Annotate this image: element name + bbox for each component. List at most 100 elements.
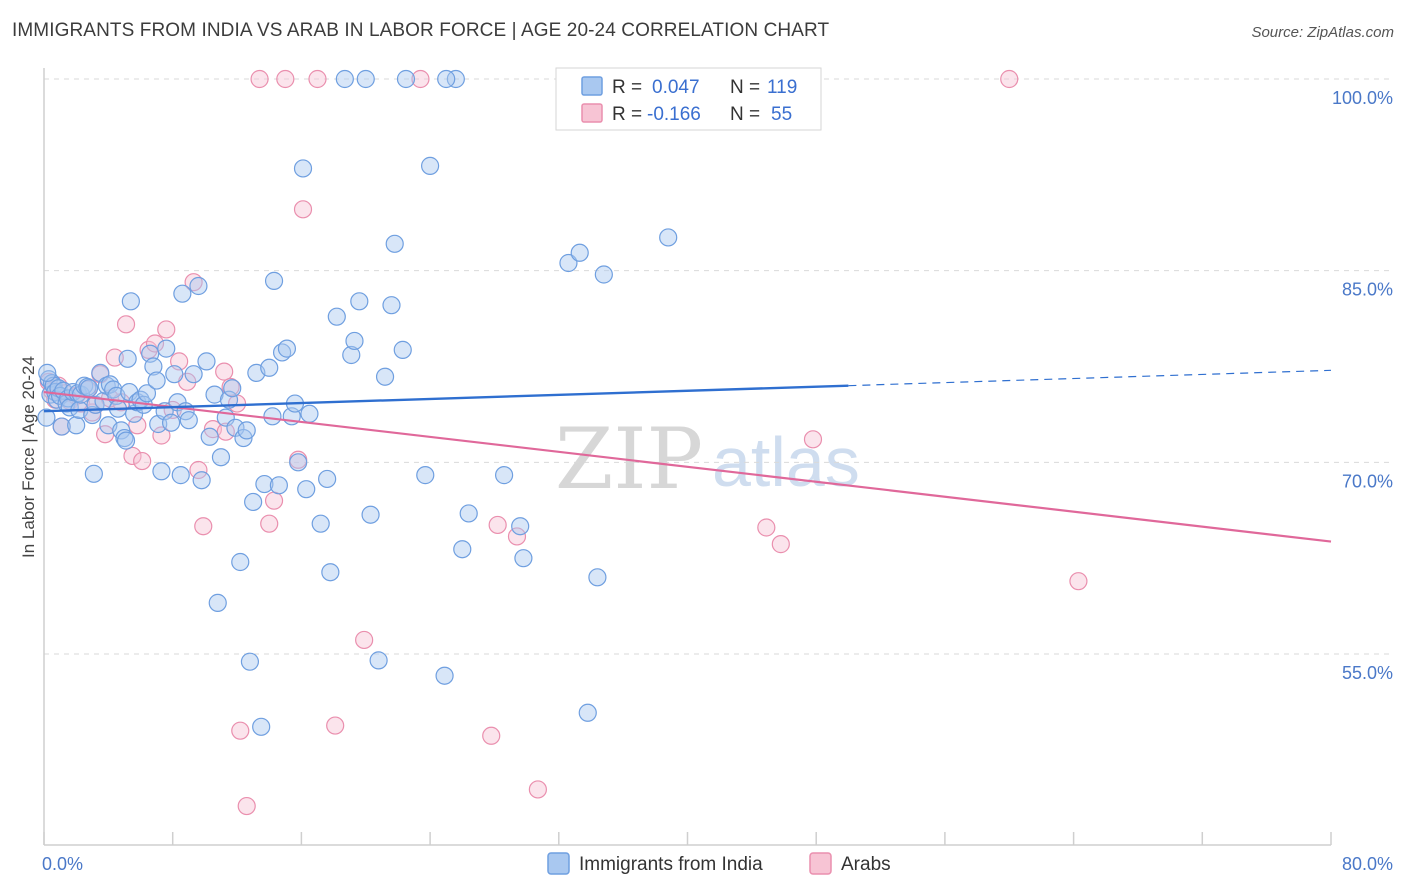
x-tick-label-max: 80.0% bbox=[1342, 854, 1393, 874]
trend-line-india bbox=[43, 384, 849, 413]
india-point-69 bbox=[231, 552, 250, 572]
india-point-91 bbox=[321, 563, 340, 582]
india-point-44 bbox=[144, 357, 163, 376]
legend-swatch-arab bbox=[581, 103, 603, 123]
legend-r-label-arab: R = bbox=[612, 104, 642, 125]
india-point-20 bbox=[79, 379, 99, 398]
india-point-121 bbox=[38, 363, 57, 382]
india-point-96 bbox=[350, 292, 369, 311]
source-label: Source: ZipAtlas.com bbox=[1251, 24, 1394, 41]
india-point-86 bbox=[293, 159, 313, 178]
arab-point-22 bbox=[145, 334, 165, 353]
india-point-111 bbox=[514, 549, 533, 568]
series-legend: Immigrants from India Arabs bbox=[547, 852, 891, 875]
india-point-14 bbox=[67, 416, 86, 435]
india-point-57 bbox=[184, 365, 203, 384]
india-point-108 bbox=[459, 504, 478, 523]
y-tick-label-3: 55.0% bbox=[1342, 663, 1393, 683]
legend-n-label-arab: N = bbox=[730, 104, 760, 125]
india-point-73 bbox=[244, 492, 263, 512]
india-point-71 bbox=[237, 421, 256, 440]
india-point-79 bbox=[264, 271, 284, 290]
india-point-78 bbox=[263, 407, 282, 426]
india-point-37 bbox=[121, 292, 140, 311]
india-point-8 bbox=[52, 417, 71, 436]
arab-point-42 bbox=[308, 69, 327, 89]
india-point-34 bbox=[116, 431, 136, 450]
trend-line-arab bbox=[43, 390, 1332, 543]
arab-point-45 bbox=[411, 69, 430, 89]
arab-point-36 bbox=[237, 796, 256, 816]
india-point-116 bbox=[594, 265, 613, 284]
arab-point-19 bbox=[128, 416, 147, 435]
india-point-50 bbox=[161, 413, 181, 432]
arab-point-43 bbox=[326, 716, 345, 735]
india-point-54 bbox=[173, 284, 192, 303]
india-point-98 bbox=[369, 651, 388, 670]
arab-point-40 bbox=[276, 69, 295, 89]
arab-point-54 bbox=[803, 430, 823, 449]
india-point-104 bbox=[421, 156, 440, 175]
india-point-120 bbox=[437, 69, 456, 89]
india-point-56 bbox=[179, 411, 198, 430]
y-tick-label-0: 100.0% bbox=[1332, 88, 1393, 108]
india-point-77 bbox=[260, 358, 279, 377]
india-point-42 bbox=[137, 384, 157, 403]
arab-point-53 bbox=[771, 535, 790, 554]
arab-point-58 bbox=[216, 422, 235, 441]
india-point-88 bbox=[300, 404, 319, 423]
arab-point-37 bbox=[250, 69, 269, 89]
india-point-28 bbox=[100, 375, 120, 394]
watermark: ZIP atlas bbox=[555, 410, 860, 508]
chart-title: IMMIGRANTS FROM INDIA VS ARAB IN LABOR F… bbox=[12, 20, 830, 41]
arab-point-35 bbox=[231, 721, 250, 740]
india-point-114 bbox=[578, 703, 597, 722]
india-point-110 bbox=[511, 517, 530, 536]
india-point-58 bbox=[189, 276, 208, 296]
india-point-106 bbox=[446, 69, 465, 89]
india-point-75 bbox=[252, 717, 271, 736]
india-point-49 bbox=[157, 339, 176, 358]
arab-point-18 bbox=[123, 446, 142, 466]
arab-point-15 bbox=[105, 348, 124, 367]
india-point-103 bbox=[416, 466, 435, 485]
india-point-59 bbox=[192, 471, 211, 490]
india-point-113 bbox=[570, 243, 589, 262]
india-point-72 bbox=[240, 652, 260, 671]
legend-r-label-india: R = bbox=[612, 77, 642, 98]
legend-r-value-arab: -0.166 bbox=[647, 104, 701, 125]
arab-point-20 bbox=[133, 451, 152, 471]
india-point-99 bbox=[375, 367, 395, 386]
india-point-117 bbox=[659, 228, 678, 247]
india-point-97 bbox=[361, 505, 380, 524]
y-tick-labels: 100.0% 85.0% 70.0% 55.0% bbox=[1332, 88, 1393, 683]
bottom-legend-label-india: Immigrants from India bbox=[579, 854, 763, 875]
trend-line-india-extension bbox=[848, 369, 1332, 387]
india-point-92 bbox=[327, 307, 346, 326]
india-point-90 bbox=[318, 469, 337, 489]
india-point-51 bbox=[165, 365, 184, 384]
india-point-101 bbox=[385, 234, 404, 253]
india-point-63 bbox=[208, 593, 227, 612]
india-point-87 bbox=[297, 480, 316, 499]
arab-point-23 bbox=[152, 426, 171, 445]
arab-point-17 bbox=[116, 315, 136, 334]
bottom-legend-label-arab: Arabs bbox=[841, 854, 891, 875]
india-point-67 bbox=[223, 379, 242, 398]
y-tick-label-1: 85.0% bbox=[1342, 280, 1393, 300]
india-point-107 bbox=[453, 540, 472, 559]
india-point-64 bbox=[211, 448, 231, 467]
india-point-93 bbox=[335, 69, 354, 89]
x-tick-label-min: 0.0% bbox=[42, 854, 83, 874]
india-point-95 bbox=[345, 331, 364, 351]
india-point-80 bbox=[269, 476, 288, 495]
india-point-53 bbox=[171, 466, 190, 485]
india-point-119 bbox=[396, 69, 416, 89]
india-point-109 bbox=[495, 466, 514, 485]
arab-point-46 bbox=[482, 726, 501, 745]
india-point-35 bbox=[118, 349, 137, 368]
india-point-47 bbox=[152, 462, 171, 481]
india-point-122 bbox=[37, 408, 56, 427]
india-point-76 bbox=[255, 474, 274, 494]
